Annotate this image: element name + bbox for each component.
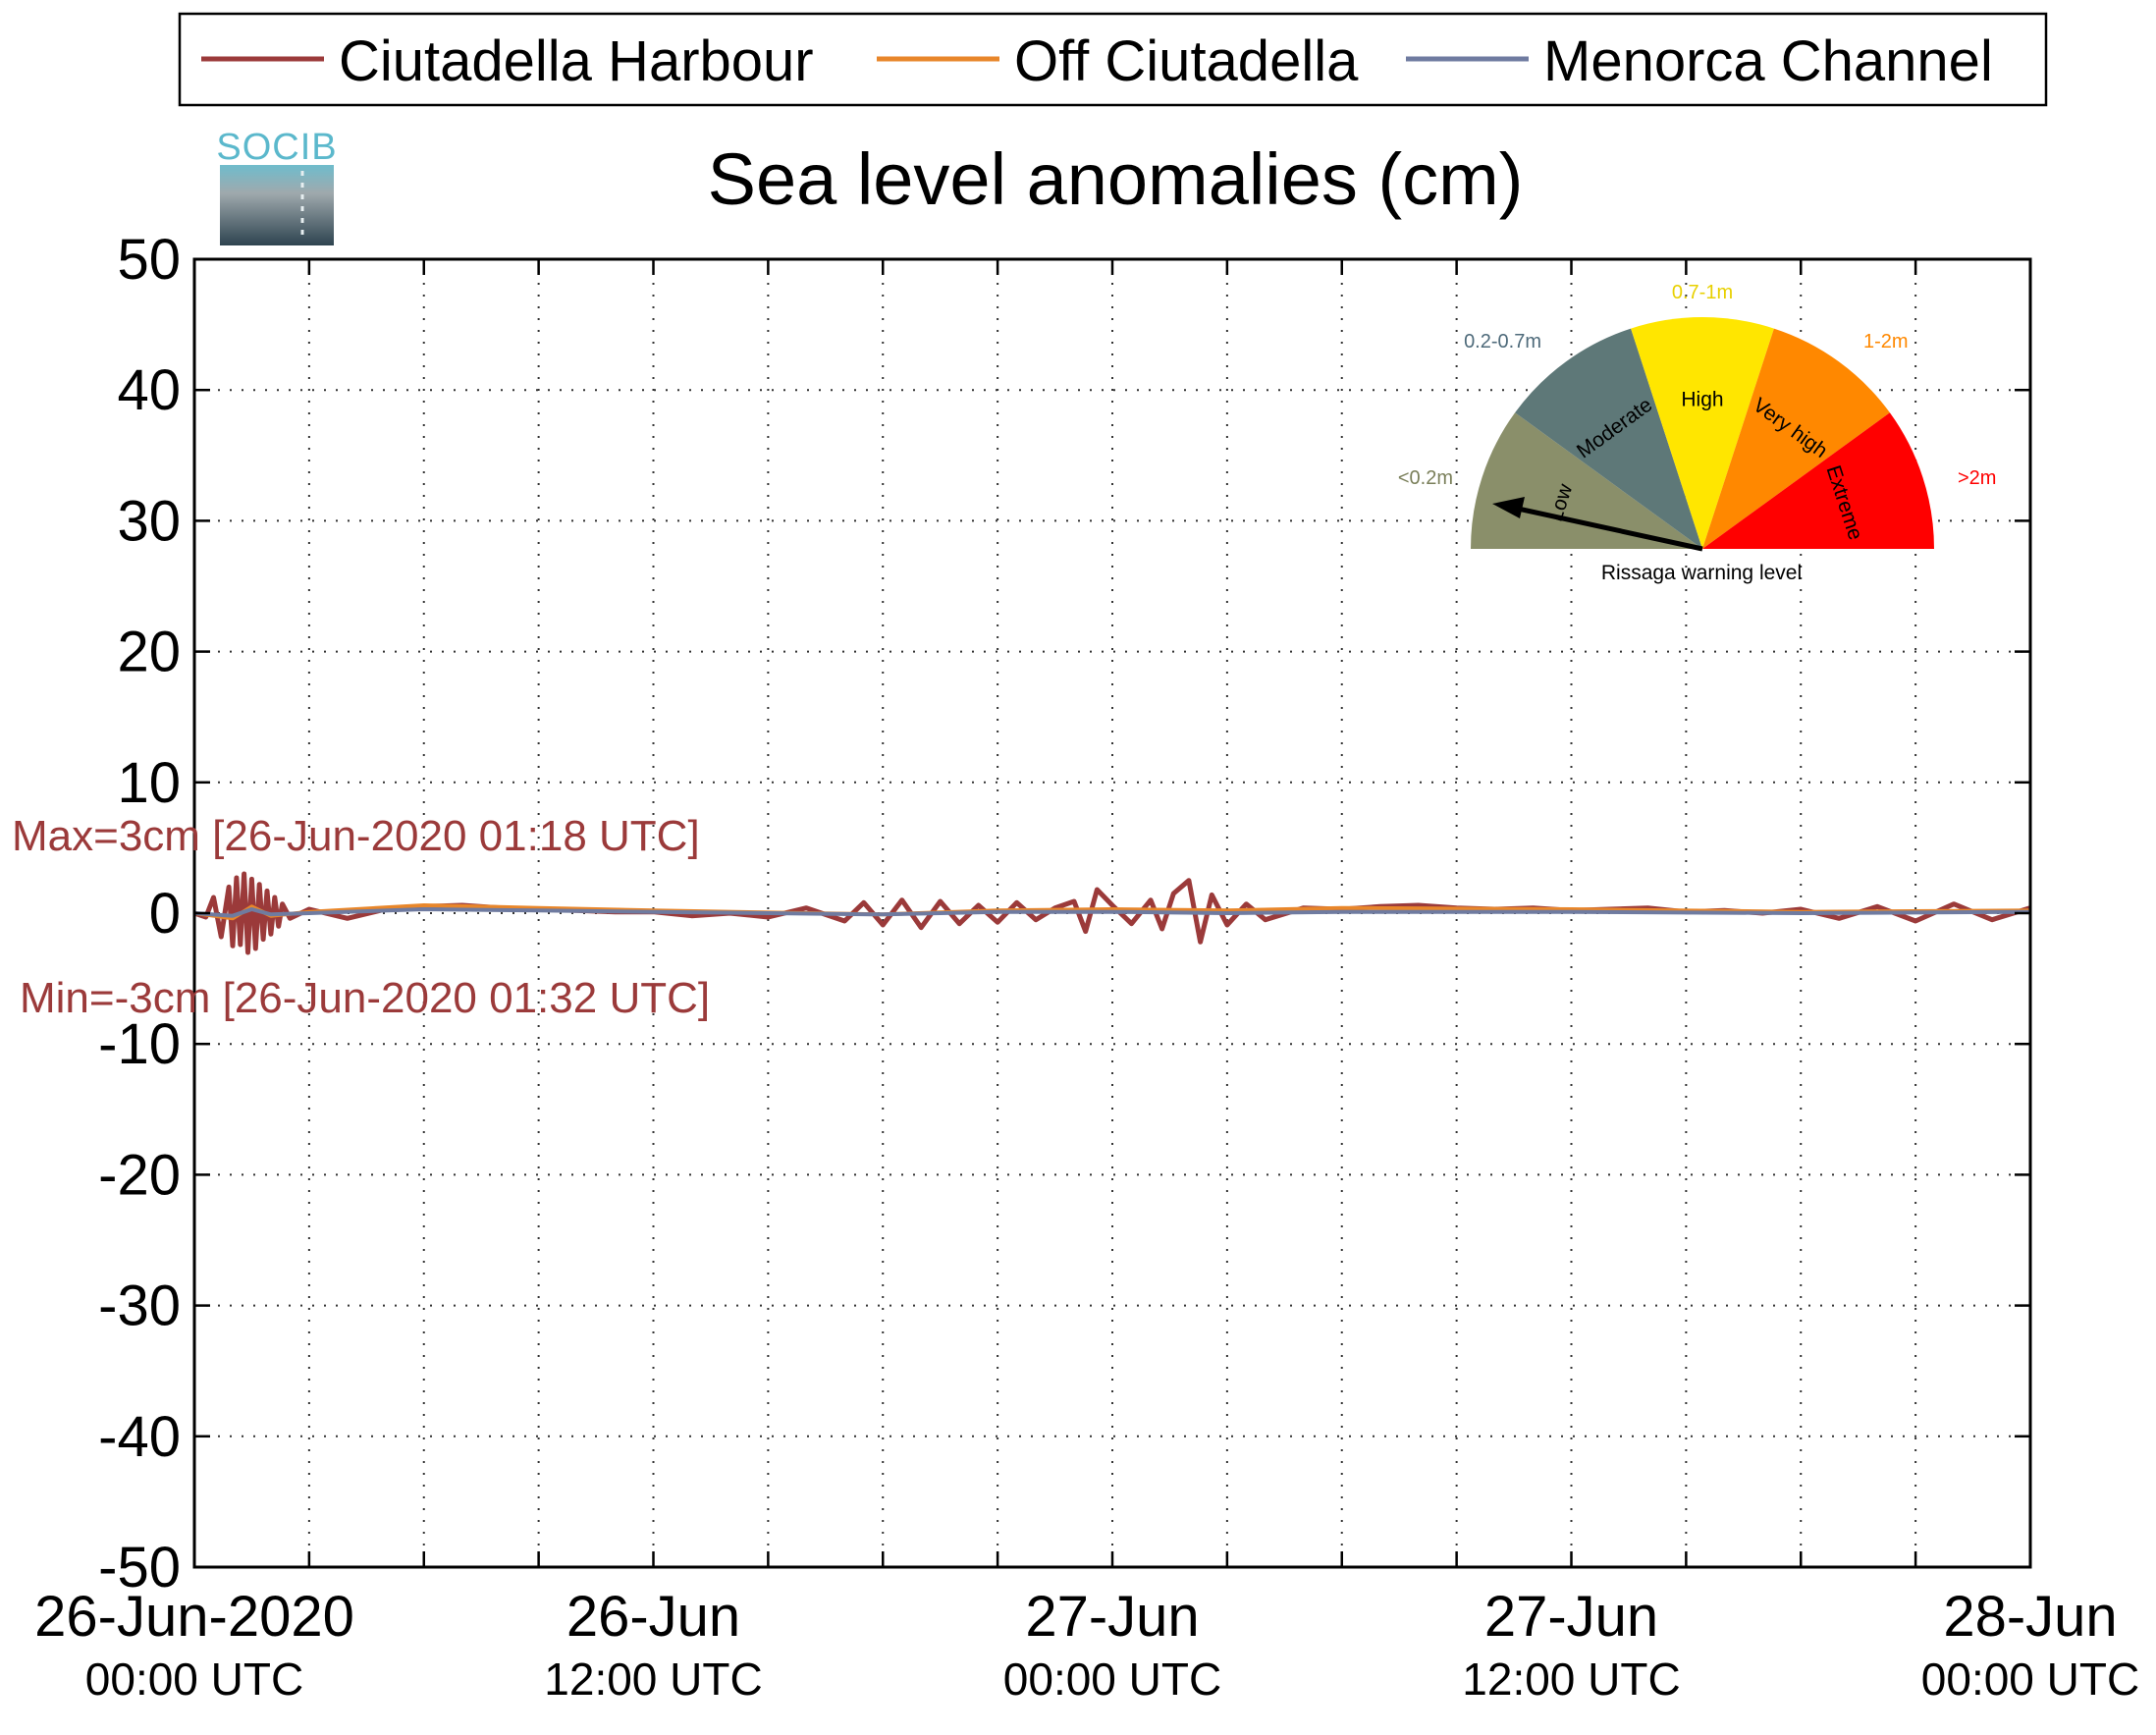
y-tick-label: 40 <box>117 358 181 422</box>
gauge-level-label: High <box>1681 389 1723 411</box>
y-tick-label: 20 <box>117 621 181 684</box>
x-tick-label: 26-Jun <box>566 1585 740 1649</box>
y-tick-label: 30 <box>117 489 181 553</box>
y-tick-label: -40 <box>98 1405 181 1469</box>
legend-item: Off Ciutadella <box>877 29 1359 93</box>
x-tick-label: 28-Jun <box>1943 1585 2117 1649</box>
gauge-segment <box>1631 317 1774 549</box>
y-tick-label: 10 <box>117 751 181 815</box>
gauge-segment <box>1471 412 1702 549</box>
gauge-segment <box>1515 328 1702 549</box>
x-tick-sublabel: 12:00 UTC <box>544 1654 762 1705</box>
gauge-caption: Rissaga warning level <box>1601 562 1802 584</box>
gauge-range-label: 0.7-1m <box>1672 282 1733 303</box>
y-tick-label: 50 <box>117 228 181 292</box>
y-tick-label: -20 <box>98 1143 181 1207</box>
series-lines <box>193 871 2031 955</box>
y-tick-label: -30 <box>98 1274 181 1338</box>
legend-box <box>178 12 2048 107</box>
y-tick-label: -10 <box>98 1012 181 1076</box>
gauge-range-label: 1-2m <box>1863 331 1909 352</box>
x-tick-label: 27-Jun <box>1025 1585 1199 1649</box>
min-annotation: Min=-3cm [26-Jun-2020 01:32 UTC] <box>20 974 710 1022</box>
x-tick-sublabel: 00:00 UTC <box>1003 1654 1221 1705</box>
y-tick-label: -50 <box>98 1536 181 1599</box>
gauge-segment <box>1702 412 1934 549</box>
gauge-range-label: <0.2m <box>1398 467 1453 489</box>
needle-arrowhead <box>1492 497 1525 518</box>
legend: Ciutadella Harbour Off Ciutadella Menorca … <box>178 12 2048 107</box>
gauge-segment <box>1702 328 1890 549</box>
x-tick-sublabel: 12:00 UTC <box>1462 1654 1680 1705</box>
y-tick-label: 0 <box>149 882 181 946</box>
gauge-needle <box>1492 497 1703 552</box>
series-line <box>193 907 2031 918</box>
logo-text: SOCIB <box>216 127 337 168</box>
max-annotation: Max=3cm [26-Jun-2020 01:18 UTC] <box>12 812 700 860</box>
legend-label: Menorca Channel <box>1543 29 1993 93</box>
socib-logo: SOCIB <box>216 127 337 245</box>
axis-ticks <box>192 257 2032 1569</box>
x-tick-sublabel: 00:00 UTC <box>1921 1654 2139 1705</box>
logo-graphic <box>220 165 334 245</box>
chart-title: Sea level anomalies (cm) <box>708 138 1524 220</box>
x-tick-label: 27-Jun <box>1484 1585 1658 1649</box>
gauge-range-label: 0.2-0.7m <box>1464 331 1541 352</box>
gauge-range-label: >2m <box>1958 467 1996 489</box>
y-axis-labels: 50 40 30 20 10 0 -10 -20 -30 -40 -50 <box>98 228 181 1599</box>
x-tick-sublabel: 00:00 UTC <box>85 1654 303 1705</box>
legend-item: Ciutadella Harbour <box>201 29 814 93</box>
legend-item: Menorca Channel <box>1406 29 1993 93</box>
legend-label: Off Ciutadella <box>1014 29 1359 93</box>
x-tick-label: 26-Jun-2020 <box>34 1585 354 1649</box>
legend-label: Ciutadella Harbour <box>339 29 814 93</box>
